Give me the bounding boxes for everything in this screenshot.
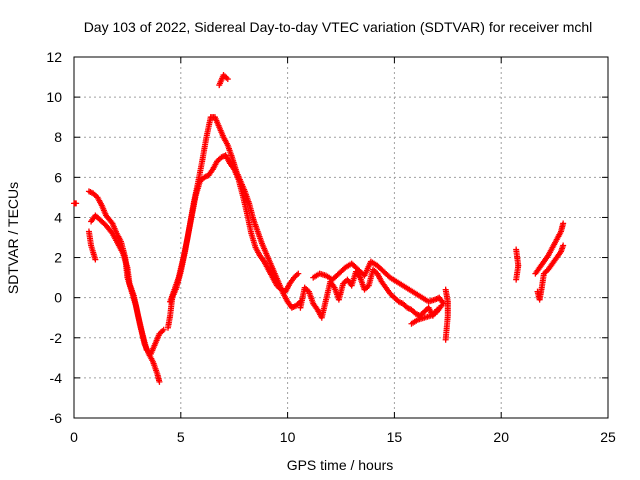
y-tick-label: 4 bbox=[54, 209, 62, 225]
data-point bbox=[160, 326, 167, 333]
y-tick-label: 10 bbox=[46, 89, 62, 105]
y-tick-label: -4 bbox=[50, 370, 63, 386]
data-point bbox=[560, 242, 567, 249]
y-tick-label: -2 bbox=[50, 330, 63, 346]
x-tick-labels: 0 5 10 15 20 25 bbox=[70, 429, 616, 445]
x-tick-label: 15 bbox=[387, 429, 403, 445]
x-tick-label: 25 bbox=[600, 429, 616, 445]
y-tick-label: 6 bbox=[54, 169, 62, 185]
data-point bbox=[108, 219, 115, 226]
y-tick-label: 0 bbox=[54, 290, 62, 306]
data-point bbox=[156, 378, 163, 385]
data-point bbox=[513, 276, 520, 283]
x-tick-label: 20 bbox=[493, 429, 509, 445]
x-tick-label: 5 bbox=[177, 429, 185, 445]
y-axis-label: SDTVAR / TECUs bbox=[5, 182, 21, 294]
chart-title: Day 103 of 2022, Sidereal Day-to-day VTE… bbox=[84, 19, 593, 35]
x-tick-label: 10 bbox=[280, 429, 296, 445]
data-point bbox=[560, 220, 567, 227]
y-tick-label: 2 bbox=[54, 250, 62, 266]
data-point bbox=[108, 229, 115, 236]
data-point bbox=[92, 256, 99, 263]
y-tick-label: 12 bbox=[46, 49, 62, 65]
y-tick-labels: -6 -4 -2 0 2 4 6 8 10 12 bbox=[46, 49, 62, 426]
y-tick-label: -6 bbox=[50, 410, 63, 426]
data-point bbox=[295, 270, 302, 277]
x-tick-label: 0 bbox=[70, 429, 78, 445]
data-points bbox=[71, 72, 567, 385]
x-axis-label: GPS time / hours bbox=[287, 457, 394, 473]
data-point bbox=[224, 76, 231, 83]
plot-frame bbox=[73, 56, 609, 419]
axis-ticks bbox=[73, 56, 609, 419]
data-point bbox=[442, 336, 449, 343]
data-point bbox=[438, 302, 445, 309]
data-point bbox=[73, 200, 80, 207]
y-tick-label: 8 bbox=[54, 129, 62, 145]
